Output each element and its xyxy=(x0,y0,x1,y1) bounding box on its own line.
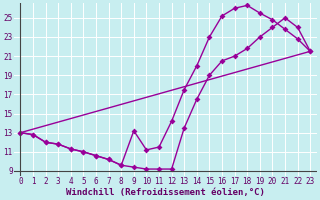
X-axis label: Windchill (Refroidissement éolien,°C): Windchill (Refroidissement éolien,°C) xyxy=(66,188,265,197)
